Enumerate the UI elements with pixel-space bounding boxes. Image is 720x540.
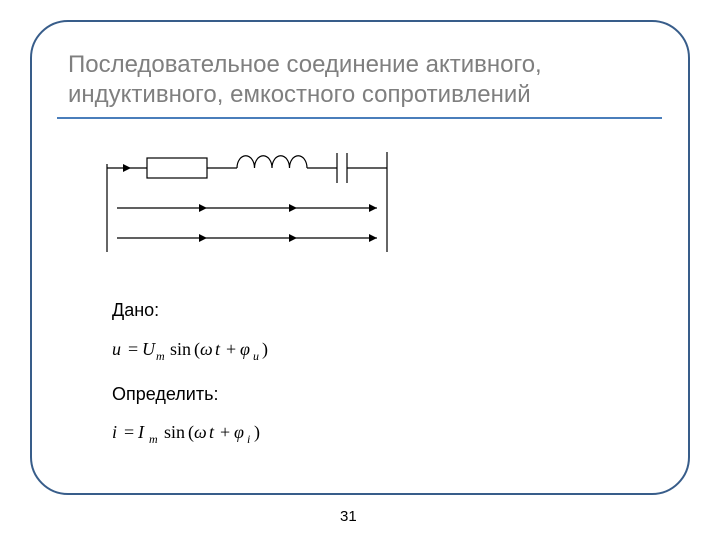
svg-text:I: I (137, 422, 145, 442)
formula-u: u = U m sin ( ω t + φ u ) (112, 337, 332, 370)
svg-text:m: m (156, 349, 165, 363)
svg-text:sin: sin (164, 422, 185, 442)
title-underline (57, 117, 662, 119)
svg-text:t: t (209, 422, 215, 442)
label-given: Дано: (112, 300, 159, 321)
svg-text:): ) (262, 339, 268, 360)
svg-text:ω: ω (200, 339, 213, 359)
svg-text:=: = (128, 339, 138, 359)
slide-frame: Последовательное соединение активного, и… (30, 20, 690, 495)
svg-text:U: U (142, 339, 156, 359)
formula-i: i = I m sin ( ω t + φ i ) (112, 420, 332, 453)
svg-text:φ: φ (240, 339, 250, 359)
svg-text:+: + (226, 339, 236, 359)
svg-text:+: + (220, 422, 230, 442)
svg-text:φ: φ (234, 422, 244, 442)
svg-text:): ) (254, 422, 260, 443)
page-number: 31 (340, 508, 357, 525)
svg-text:=: = (124, 422, 134, 442)
svg-text:m: m (149, 432, 158, 446)
svg-text:i: i (112, 422, 117, 442)
svg-text:u: u (253, 349, 259, 363)
svg-text:t: t (215, 339, 221, 359)
svg-text:i: i (247, 432, 250, 446)
svg-text:ω: ω (194, 422, 207, 442)
circuit-diagram (87, 152, 397, 272)
label-determine: Определить: (112, 384, 218, 405)
svg-text:sin: sin (170, 339, 191, 359)
svg-text:u: u (112, 339, 121, 359)
slide-title: Последовательное соединение активного, и… (68, 50, 658, 110)
